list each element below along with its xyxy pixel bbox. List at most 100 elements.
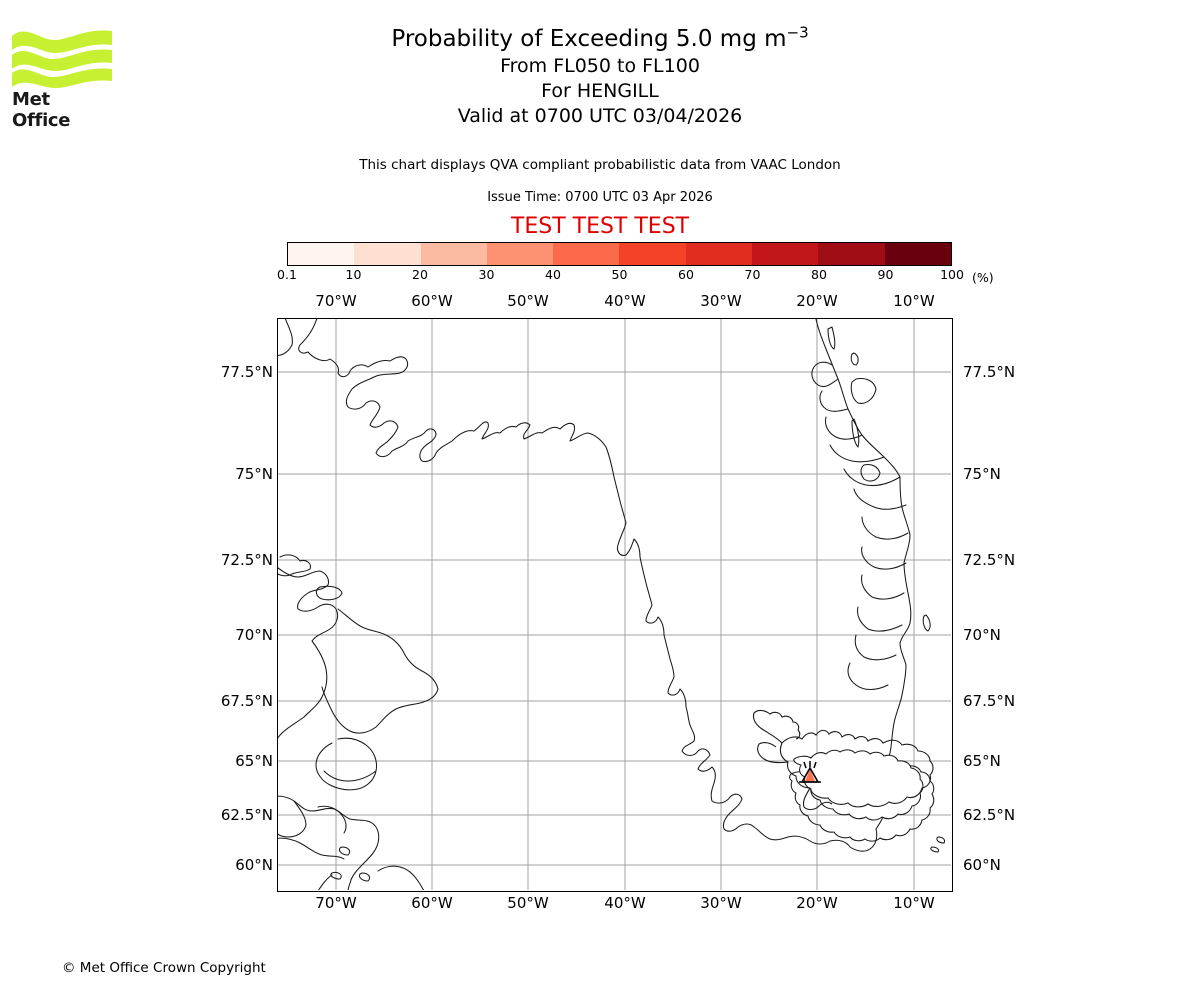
- colorbar-tick-30: 30: [478, 267, 495, 282]
- colorbar-band-2: [420, 243, 487, 265]
- greenland-coastline: [298, 319, 912, 852]
- baffin-island-s-lobe: [315, 737, 377, 791]
- canada-sm-island-3: [358, 872, 371, 882]
- copyright-notice: © Met Office Crown Copyright: [62, 960, 266, 976]
- canada-baffin-lake: [315, 585, 343, 601]
- island-e-1: [827, 326, 836, 350]
- canada-baffin-n: [278, 567, 339, 642]
- lat-tick-77.5°N: 77.5°N: [220, 363, 273, 381]
- lat-tick-67.5°N: 67.5°N: [963, 692, 1016, 710]
- lat-tick-75°N: 75°N: [235, 465, 273, 483]
- island-faroe-small: [930, 836, 946, 853]
- baffin-southam: [317, 805, 347, 834]
- baffin-inlet-a: [323, 770, 377, 782]
- lat-tick-65°N: 65°N: [235, 752, 273, 770]
- lon-tick-20°W: 20°W: [796, 894, 838, 912]
- canada-small-isl-1: [338, 846, 351, 856]
- lat-tick-70°N: 70°N: [235, 626, 273, 644]
- lat-tick-60°N: 60°N: [235, 856, 273, 874]
- lon-tick-60°W: 60°W: [411, 894, 453, 912]
- colorbar-tick-90: 90: [877, 267, 894, 282]
- iceland-shape: [779, 729, 934, 808]
- volcano-triangle-fill: [805, 769, 815, 781]
- canada-inlet-1: [278, 800, 307, 838]
- met-office-logo: Met Office: [12, 26, 112, 131]
- canada-labrador-coast: [278, 795, 380, 890]
- lon-tick-30°W: 30°W: [700, 292, 742, 310]
- colorbar-band-7: [752, 243, 819, 265]
- island-jan-mayen: [922, 614, 931, 632]
- colorbar-band-5: [619, 243, 686, 265]
- baffin-island-mid: [321, 608, 439, 734]
- iceland-w-fjord: [757, 742, 789, 764]
- lat-tick-62.5°N: 62.5°N: [963, 806, 1016, 824]
- lat-tick-77.5°N: 77.5°N: [963, 363, 1016, 381]
- iceland-s-coast-detail: [802, 787, 833, 811]
- lat-tick-70°N: 70°N: [963, 626, 1001, 644]
- lat-tick-65°N: 65°N: [963, 752, 1001, 770]
- colorbar-band-4: [553, 243, 620, 265]
- lon-tick-10°W: 10°W: [893, 894, 935, 912]
- issue-time-label: Issue Time: 0700 UTC 03 Apr 2026: [487, 190, 713, 205]
- page-title-text: Probability of Exceeding 5.0 mg m: [391, 26, 787, 52]
- test-banner: TEST TEST TEST: [510, 214, 690, 239]
- colorbar-tick-70: 70: [744, 267, 761, 282]
- title-volcano: For HENGILL: [541, 80, 659, 102]
- island-e-5: [860, 463, 881, 482]
- lon-tick-40°W: 40°W: [604, 894, 646, 912]
- iceland-nw-peninsula: [752, 709, 801, 744]
- chart-title-block: Probability of Exceeding 5.0 mg m−3 From…: [0, 24, 1200, 129]
- greenland-e-fjord-5: [843, 468, 901, 487]
- lon-tick-40°W: 40°W: [604, 292, 646, 310]
- latitude-axis-left: 60°N 62.5°N 65°N 67.5°N 70°N 72.5°N 75°N 77.5°N: [177, 318, 273, 892]
- volcano-marker[interactable]: [799, 761, 821, 783]
- colorbar-tick-20: 20: [412, 267, 428, 282]
- lat-tick-72.5°N: 72.5°N: [220, 551, 273, 569]
- colorbar-band-1: [354, 243, 421, 265]
- lon-tick-70°W: 70°W: [315, 894, 357, 912]
- map-canvas: [278, 319, 951, 890]
- canada-baffin-main: [278, 640, 328, 739]
- qva-compliance-note: This chart displays QVA compliant probab…: [359, 157, 841, 173]
- lat-tick-60°N: 60°N: [963, 856, 1001, 874]
- lat-tick-62.5°N: 62.5°N: [220, 806, 273, 824]
- canada-ellesmere: [278, 319, 293, 356]
- longitude-axis-top: 70°W 60°W 50°W 40°W 30°W 20°W 10°W: [277, 292, 953, 312]
- lon-tick-20°W: 20°W: [796, 292, 838, 310]
- colorbar-tick-50: 50: [611, 267, 628, 282]
- lat-tick-72.5°N: 72.5°N: [963, 551, 1016, 569]
- greenland-e-fjord-12: [847, 662, 889, 691]
- canada-peninsula: [318, 874, 333, 890]
- island-e-2: [850, 352, 859, 366]
- island-e-3: [850, 378, 877, 404]
- lon-tick-70°W: 70°W: [315, 292, 357, 310]
- colorbar-tick-10: 10: [345, 267, 362, 282]
- canada-hudson-strait: [278, 837, 345, 860]
- canada-devon: [278, 554, 311, 577]
- colorbar-band-9: [884, 243, 951, 265]
- colorbar-band-6: [685, 243, 753, 265]
- greenland-e-fjord-1: [811, 361, 839, 388]
- colorbar-bands: [287, 242, 952, 266]
- colorbar-tick-100: 100: [940, 267, 964, 282]
- lon-tick-50°W: 50°W: [507, 292, 549, 310]
- colorbar-tick-40: 40: [545, 267, 561, 282]
- latitude-axis-right: 60°N 62.5°N 65°N 67.5°N 70°N 72.5°N 75°N 77.5°N: [963, 318, 1083, 892]
- map-panel[interactable]: [277, 318, 953, 892]
- colorbar-tick-60: 60: [678, 267, 694, 282]
- colorbar-tick-0.1: 0.1: [277, 267, 297, 282]
- title-valid-time: Valid at 0700 UTC 03/04/2026: [457, 105, 743, 127]
- longitude-axis-bottom: 70°W 60°W 50°W 40°W 30°W 20°W 10°W: [277, 894, 953, 916]
- iceland-group: [752, 709, 934, 811]
- island-e-4: [851, 418, 860, 448]
- canada-south-tip: [377, 865, 425, 890]
- greenland-e-fjord-8: [861, 546, 907, 570]
- greenland-ne-coast: [815, 319, 901, 478]
- greenland-e-fjord-11: [854, 634, 897, 661]
- lon-tick-50°W: 50°W: [507, 894, 549, 912]
- lon-tick-60°W: 60°W: [411, 292, 453, 310]
- greenland-e-fjord-3: [825, 416, 863, 440]
- greenland-e-fjord-7: [861, 516, 909, 540]
- lon-tick-30°W: 30°W: [700, 894, 742, 912]
- colorbar-tick-labels: 0.1 10 20 30 40 50 60 70 80 90 100: [277, 267, 964, 285]
